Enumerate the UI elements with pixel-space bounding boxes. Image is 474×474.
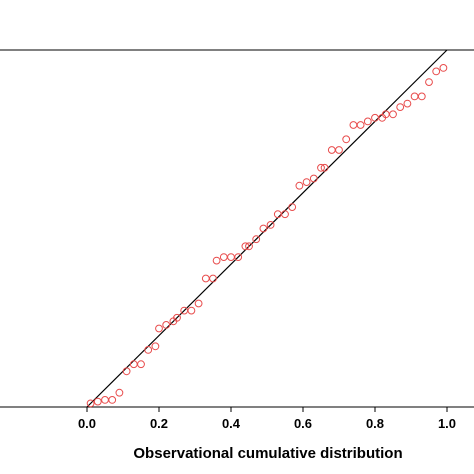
axes <box>0 49 474 408</box>
data-point <box>288 203 297 212</box>
data-point <box>129 360 138 369</box>
data-point <box>320 163 329 172</box>
data-point <box>349 121 358 129</box>
data-point <box>335 146 343 154</box>
data-point <box>201 274 210 283</box>
data-point <box>194 299 203 308</box>
data-point <box>317 163 325 172</box>
data-point <box>396 103 405 111</box>
data-point <box>212 256 221 265</box>
data-point <box>219 253 228 262</box>
data-point <box>187 306 196 315</box>
x-axis-title: Observational cumulative distribution <box>133 445 402 462</box>
data-point <box>363 117 372 126</box>
data-point <box>252 235 261 244</box>
x-tick-label: 0.0 <box>78 416 96 431</box>
data-point <box>209 274 217 283</box>
data-point <box>432 67 441 76</box>
data-point <box>259 224 268 233</box>
data-point <box>122 367 131 376</box>
x-tick-label: 1.0 <box>438 416 456 431</box>
data-point <box>342 135 351 144</box>
data-point <box>327 146 336 154</box>
data-point <box>273 210 282 219</box>
data-point <box>162 321 171 329</box>
data-point <box>234 253 243 262</box>
data-point <box>417 92 426 101</box>
data-point <box>86 399 95 408</box>
data-point <box>115 388 124 397</box>
x-ticks: 0.0 0.2 0.4 0.6 0.8 1.0 <box>78 407 456 431</box>
data-point <box>281 210 289 219</box>
x-tick-label: 0.6 <box>294 416 312 431</box>
data-point <box>309 174 318 183</box>
data-point <box>425 78 433 86</box>
data-point <box>245 242 253 251</box>
data-point <box>410 92 419 101</box>
x-tick-label: 0.8 <box>366 416 384 431</box>
data-point <box>295 181 304 190</box>
data-point <box>144 346 153 354</box>
data-point <box>439 64 448 72</box>
data-points <box>86 64 448 408</box>
x-tick-label: 0.2 <box>150 416 168 431</box>
data-point <box>227 253 235 262</box>
data-point <box>389 110 397 119</box>
x-tick-label: 0.4 <box>222 416 241 431</box>
data-point <box>403 99 412 108</box>
data-point <box>356 121 365 129</box>
data-point <box>101 396 109 404</box>
data-point <box>371 113 379 122</box>
data-point <box>155 324 163 333</box>
data-point <box>302 178 311 187</box>
data-point <box>137 360 145 369</box>
data-point <box>108 396 117 404</box>
data-point <box>93 397 102 406</box>
data-point <box>266 221 275 229</box>
data-point <box>241 242 250 251</box>
data-point <box>151 342 160 351</box>
data-point <box>173 313 181 322</box>
